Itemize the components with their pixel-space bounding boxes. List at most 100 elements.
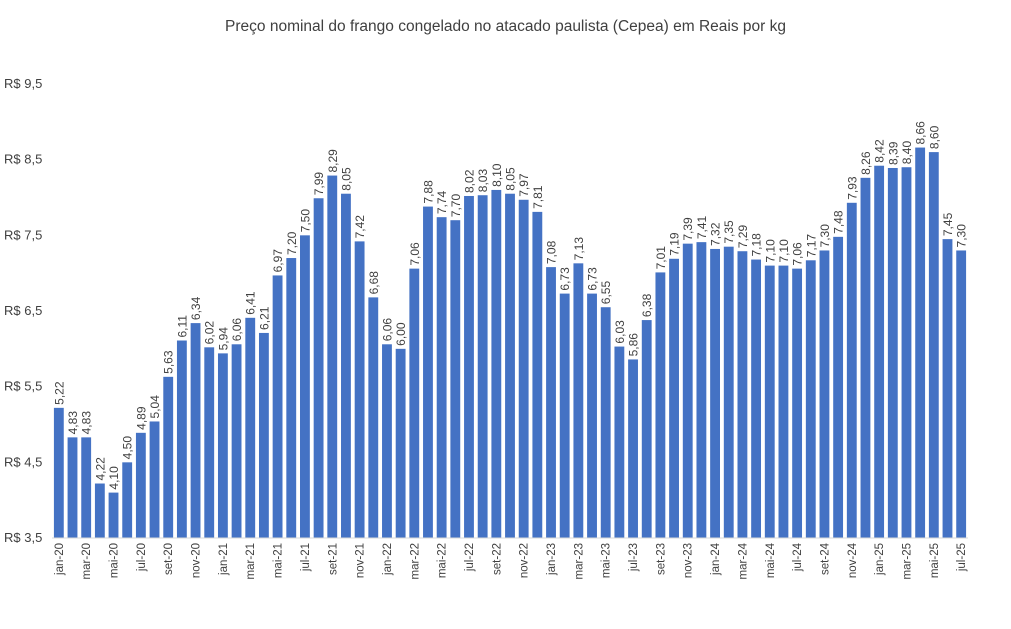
data-label: 5,63 [162, 350, 176, 374]
bar [464, 195, 474, 538]
data-label: 6,06 [230, 318, 244, 342]
bar [450, 220, 461, 538]
x-tick-label: jul-21 [300, 543, 312, 572]
bar [477, 195, 488, 539]
data-label: 7,29 [736, 225, 750, 249]
bar [190, 323, 201, 538]
x-tick-label: jul-20 [136, 543, 148, 572]
bar [641, 320, 652, 538]
x-tick-label: mar-25 [901, 543, 913, 579]
bars-group [53, 147, 967, 539]
data-label: 7,88 [421, 180, 435, 204]
bar [122, 462, 133, 538]
bar [300, 235, 310, 539]
x-tick-label: mar-22 [409, 543, 421, 579]
data-label: 6,11 [175, 315, 189, 338]
x-tick-label: mai-21 [273, 543, 285, 578]
bar [614, 346, 625, 538]
data-label: 7,01 [654, 246, 668, 270]
data-label: 6,73 [586, 267, 600, 291]
x-tick-label: nov-21 [355, 543, 367, 578]
data-label: 4,10 [107, 466, 121, 490]
data-label: 7,18 [750, 233, 764, 257]
x-tick-label: jul-24 [792, 542, 804, 572]
bar [655, 272, 666, 538]
x-tick-label: nov-20 [191, 543, 203, 578]
data-label: 6,73 [558, 267, 572, 291]
bar [354, 241, 365, 539]
bar [792, 268, 803, 538]
bar [409, 268, 420, 538]
bar [833, 236, 844, 538]
x-tick-label: jan-22 [382, 543, 394, 576]
data-label: 8,03 [476, 169, 490, 193]
x-tick-label: jan-21 [218, 543, 230, 576]
bar [94, 483, 105, 538]
x-tick-label: mar-21 [245, 543, 257, 579]
bar [573, 263, 584, 538]
x-tick-label: mar-20 [81, 543, 93, 579]
data-label: 7,50 [298, 209, 312, 233]
data-label: 8,42 [873, 139, 887, 163]
bar [901, 167, 912, 538]
data-label: 8,05 [339, 167, 353, 191]
data-label: 7,93 [845, 176, 859, 200]
chart-title: Preço nominal do frango congelado no ata… [225, 18, 786, 35]
x-tick-label: jul-25 [956, 543, 968, 572]
bar [245, 317, 256, 538]
data-label: 8,39 [886, 141, 900, 165]
bar [587, 293, 597, 538]
x-tick-label: set-23 [655, 543, 667, 575]
bar [710, 248, 720, 538]
data-label: 5,22 [52, 381, 66, 405]
data-label: 5,04 [148, 395, 162, 419]
y-tick-label: R$ 9,5 [4, 76, 42, 91]
bar [149, 421, 160, 538]
x-tick-label: nov-22 [519, 543, 531, 578]
data-label: 8,02 [462, 169, 476, 193]
bar [737, 251, 748, 538]
bar [723, 246, 734, 538]
data-label: 4,83 [66, 411, 80, 435]
data-label: 6,02 [203, 321, 217, 345]
bar [423, 206, 433, 538]
bar [860, 177, 871, 538]
bar [887, 167, 898, 539]
data-label: 5,94 [216, 327, 230, 351]
data-label: 6,00 [394, 322, 408, 346]
x-tick-label: nov-23 [683, 543, 695, 578]
x-tick-label: jan-23 [546, 543, 558, 576]
bar [176, 340, 187, 538]
data-label: 6,34 [189, 296, 203, 320]
bar [915, 147, 926, 538]
x-tick-label: nov-24 [847, 542, 859, 578]
data-label: 7,30 [955, 224, 969, 248]
data-label: 7,10 [763, 239, 777, 263]
data-label: 6,03 [613, 320, 627, 344]
bar [628, 359, 638, 538]
bar [751, 259, 762, 538]
x-tick-label: mai-22 [437, 543, 449, 578]
data-label: 7,06 [791, 242, 805, 266]
bar [956, 250, 967, 538]
x-tick-label: jul-23 [628, 543, 640, 572]
x-tick-label: set-24 [819, 542, 831, 575]
bar [546, 267, 556, 538]
bar [505, 193, 515, 538]
bar [600, 307, 611, 538]
bar [67, 437, 78, 538]
bar [163, 376, 174, 538]
y-tick-label: R$ 5,5 [4, 379, 42, 394]
y-tick-label: R$ 7,5 [4, 227, 42, 242]
data-label: 7,32 [709, 222, 723, 246]
bar [313, 198, 324, 539]
x-tick-label: set-21 [327, 543, 339, 575]
x-tick-label: set-22 [491, 543, 503, 575]
y-tick-label: R$ 3,5 [4, 530, 42, 545]
x-tick-label: jan-20 [54, 543, 66, 576]
bar [135, 432, 146, 538]
data-label: 8,29 [326, 149, 340, 173]
data-label: 5,86 [627, 333, 641, 357]
bar [382, 344, 392, 538]
